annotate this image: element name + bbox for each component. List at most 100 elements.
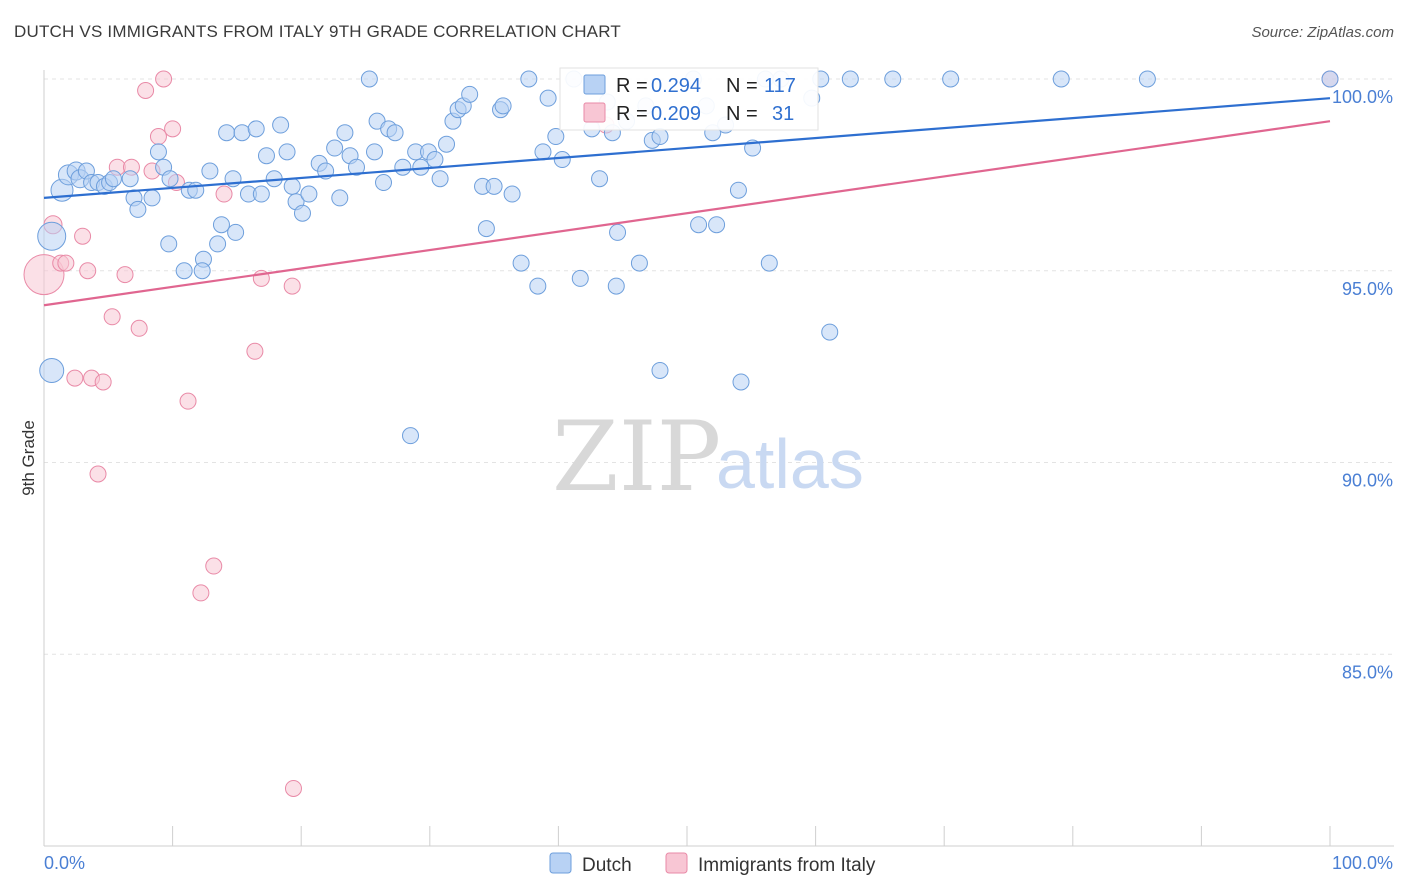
italy-point	[284, 779, 302, 797]
dutch-point	[201, 162, 219, 180]
y-tick-label: 85.0%	[1342, 662, 1393, 682]
dutch-point	[539, 89, 557, 107]
dutch-point	[233, 124, 251, 142]
dutch-trend-line	[43, 97, 1331, 199]
dutch-point	[218, 124, 236, 142]
dutch-point	[37, 221, 67, 251]
dutch-point	[708, 216, 726, 234]
dutch-point	[402, 427, 420, 445]
dutch-point	[129, 200, 147, 218]
dutch-point	[651, 361, 669, 379]
dutch-point	[227, 223, 245, 241]
stats-r-label-italy: R =	[616, 103, 648, 125]
italy-point	[116, 266, 134, 284]
dutch-point	[1321, 70, 1339, 88]
stats-r-value-dutch: 0.294	[651, 75, 701, 97]
y-tick-label: 100.0%	[1332, 87, 1393, 107]
dutch-point	[841, 70, 859, 88]
dutch-point	[39, 357, 65, 383]
dutch-point	[278, 143, 296, 161]
dutch-point	[729, 181, 747, 199]
stats-r-label-dutch: R =	[616, 75, 648, 97]
x-axis-ticks	[43, 826, 1331, 846]
gridlines	[44, 78, 1394, 655]
dutch-point	[547, 128, 565, 146]
dutch-point	[272, 116, 290, 134]
trend-lines	[43, 97, 1331, 307]
stats-n-label-italy: N =	[726, 103, 758, 125]
series-legend: Dutch Immigrants from Italy	[549, 852, 876, 876]
dutch-point	[732, 373, 750, 391]
dutch-point	[529, 277, 547, 295]
dutch-point	[520, 70, 538, 88]
dutch-point	[607, 277, 625, 295]
italy-point	[137, 82, 155, 100]
italy-point	[89, 465, 107, 483]
italy-point	[79, 262, 97, 280]
dutch-point	[149, 143, 167, 161]
italy-point	[192, 584, 210, 602]
italy-point	[283, 277, 301, 295]
italy-trend-line	[43, 120, 1331, 307]
dutch-point	[942, 70, 960, 88]
watermark-zip: ZIP	[552, 401, 721, 513]
dutch-point	[257, 147, 275, 165]
watermark-atlas: atlas	[716, 425, 864, 503]
dutch-point	[293, 204, 311, 222]
stats-n-value-dutch: 117	[764, 75, 796, 97]
y-axis-label: 9th Grade	[19, 420, 38, 496]
dutch-point	[1138, 70, 1156, 88]
dutch-point	[461, 85, 479, 103]
dutch-point	[438, 135, 456, 153]
dutch-point	[209, 235, 227, 253]
source-label: Source: ZipAtlas.com	[1251, 24, 1394, 41]
x-axis-tick-labels: 0.0% 100.0%	[44, 853, 1393, 873]
dutch-point	[193, 262, 211, 280]
italy-point	[57, 254, 75, 272]
italy-point	[74, 227, 92, 245]
dutch-point	[161, 170, 179, 188]
y-tick-label: 95.0%	[1342, 279, 1393, 299]
dutch-point	[553, 151, 571, 169]
stats-legend: R = 0.294 N = 117 R = 0.209 N = 31	[559, 67, 819, 131]
dutch-point	[283, 177, 301, 195]
italy-point	[246, 342, 264, 360]
italy-point	[94, 373, 112, 391]
dutch-point	[104, 170, 122, 188]
dutch-point	[431, 170, 449, 188]
dutch-point	[884, 70, 902, 88]
stats-r-value-italy: 0.209	[651, 103, 701, 125]
dutch-point	[534, 143, 552, 161]
dutch-point	[366, 143, 384, 161]
dutch-point	[609, 223, 627, 241]
italy-point	[215, 185, 233, 203]
dutch-point	[212, 216, 230, 234]
dutch-point	[503, 185, 521, 203]
italy-point	[205, 557, 223, 575]
dutch-point	[143, 189, 161, 207]
x-tick-label: 100.0%	[1332, 853, 1393, 873]
y-axis-tick-labels: 100.0% 95.0% 90.0% 85.0%	[1332, 87, 1393, 682]
chart-title: DUTCH VS IMMIGRANTS FROM ITALY 9TH GRADE…	[14, 22, 621, 41]
dutch-point	[1052, 70, 1070, 88]
dutch-point	[247, 120, 265, 138]
dutch-point	[336, 124, 354, 142]
legend-swatch-dutch	[549, 852, 572, 874]
dutch-point	[426, 151, 444, 169]
stats-legend-swatch-italy	[583, 102, 606, 123]
dutch-point	[252, 185, 270, 203]
dutch-point	[760, 254, 778, 272]
stats-n-value-italy: 31	[772, 103, 794, 125]
dutch-point	[394, 158, 412, 176]
dutch-point	[821, 323, 839, 341]
dutch-point	[494, 97, 512, 115]
italy-point	[103, 308, 121, 326]
italy-point	[179, 392, 197, 410]
dutch-point	[591, 170, 609, 188]
legend-label-italy: Immigrants from Italy	[698, 855, 876, 876]
dutch-point	[121, 170, 139, 188]
stats-n-label-dutch: N =	[726, 75, 758, 97]
dutch-point	[300, 185, 318, 203]
dutch-point	[175, 262, 193, 280]
